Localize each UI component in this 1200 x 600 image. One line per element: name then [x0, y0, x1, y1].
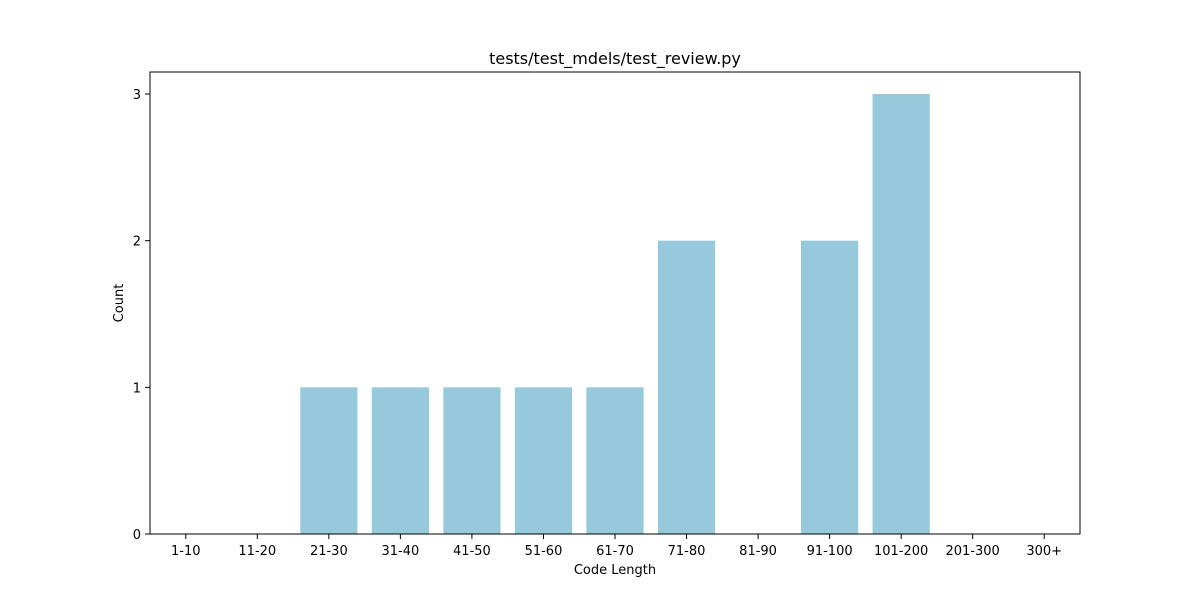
- bar-6: [586, 387, 644, 534]
- y-tick-label: 2: [133, 235, 141, 250]
- x-tick-label: 41-50: [453, 544, 491, 559]
- bar-9: [801, 240, 859, 534]
- bar-5: [514, 387, 573, 534]
- chart-title: tests/test_mdels/test_review.py: [489, 49, 741, 69]
- bar-2: [300, 387, 358, 534]
- x-tick-label: 11-20: [238, 544, 276, 559]
- x-tick-label: 81-90: [739, 544, 777, 559]
- x-tick-label: 101-200: [874, 544, 928, 559]
- y-axis: 0 1 2 3: [133, 88, 150, 543]
- y-tick-label: 0: [133, 528, 141, 543]
- x-tick-label: 51-60: [525, 544, 563, 559]
- x-axis-label: Code Length: [574, 563, 656, 578]
- bar-7: [657, 240, 716, 534]
- y-axis-label: Count: [112, 284, 127, 323]
- bar-3: [371, 387, 429, 534]
- x-tick-label: 71-80: [668, 544, 706, 559]
- y-tick-label: 3: [133, 88, 141, 103]
- y-tick-label: 1: [133, 381, 141, 396]
- x-tick-label: 201-300: [946, 544, 1000, 559]
- x-tick-label: 300+: [1026, 544, 1062, 559]
- x-tick-label: 21-30: [310, 544, 348, 559]
- bars-layer: [300, 94, 930, 534]
- bar-4: [443, 387, 501, 534]
- x-tick-label: 91-100: [807, 544, 853, 559]
- bar-10: [872, 94, 930, 534]
- x-axis: 1-10 11-20 21-30 31-40 41-50 51-60 61-70 71-80 8…: [171, 534, 1062, 559]
- x-tick-label: 1-10: [171, 544, 201, 559]
- x-tick-label: 31-40: [381, 544, 419, 559]
- x-tick-label: 61-70: [596, 544, 634, 559]
